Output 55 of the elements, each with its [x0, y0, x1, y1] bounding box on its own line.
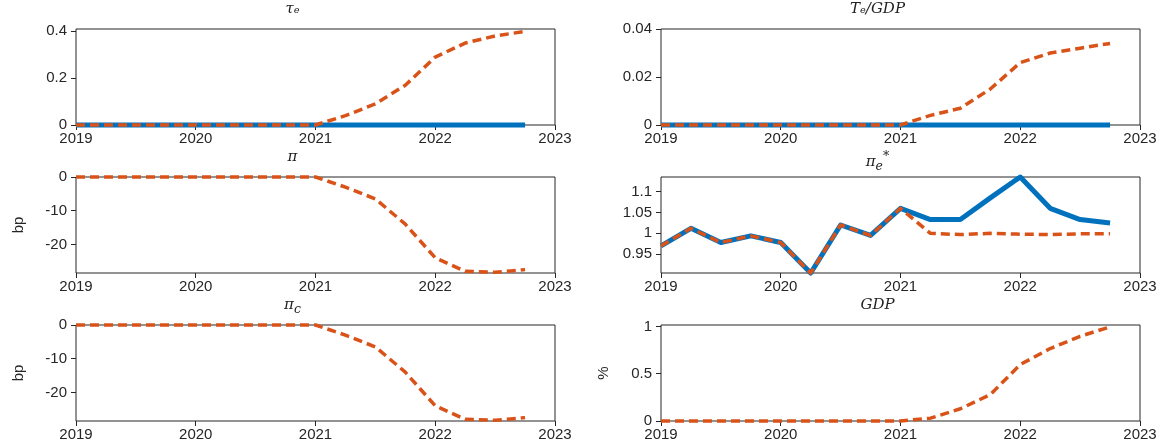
y-axis-title: bp [9, 216, 27, 234]
x-tick-label: 2020 [764, 129, 798, 147]
y-tick-label: 1.05 [622, 202, 652, 220]
line-series [659, 41, 1112, 127]
line-series [74, 175, 527, 275]
x-tick-label: 2023 [538, 425, 572, 443]
y-tick-label: 0.5 [631, 364, 652, 382]
y-tick-label: -20 [45, 382, 67, 400]
y-tick-label: -20 [45, 234, 67, 252]
x-tick-label: 2021 [883, 277, 918, 295]
y-axis-title: bp [9, 364, 27, 382]
x-tick-label: 2022 [418, 277, 452, 295]
x-tick-label: 2019 [644, 277, 678, 295]
chart-title: τₑ [284, 0, 301, 17]
x-tick-label: 2020 [764, 277, 798, 295]
y-tick-label: 1.1 [631, 181, 652, 199]
y-axis-title: % [594, 366, 612, 380]
y-tick-label: -10 [45, 200, 67, 218]
x-tick-label: 2019 [59, 277, 93, 295]
y-tick-label: 0.2 [46, 68, 67, 86]
y-tick-label: 1 [643, 223, 652, 241]
x-tick-label: 2022 [418, 425, 452, 443]
x-tick-label: 2023 [1123, 425, 1157, 443]
y-tick-label: 0.4 [46, 21, 67, 39]
line-series [74, 323, 527, 423]
x-tick-label: 2021 [883, 129, 918, 147]
chart-title: π [286, 147, 299, 165]
chart-title: GDP [859, 295, 896, 313]
x-tick-label: 2020 [179, 425, 213, 443]
y-tick-label: 0.04 [622, 19, 652, 37]
x-tick-label: 2020 [764, 425, 798, 443]
x-tick-label: 2022 [1003, 425, 1037, 443]
y-tick-label: 0 [58, 167, 67, 185]
x-tick-label: 2020 [179, 129, 213, 147]
x-tick-label: 2022 [418, 129, 452, 147]
x-tick-label: 2023 [538, 277, 572, 295]
chart-title: π$_{c}$ [283, 295, 302, 316]
x-tick-label: 2023 [1123, 129, 1157, 147]
x-tick-label: 2022 [1003, 129, 1037, 147]
x-tick-label: 2021 [883, 425, 918, 443]
y-tick-label: -10 [45, 348, 67, 366]
y-tick-label: 0 [58, 315, 67, 333]
x-tick-label: 2021 [298, 129, 333, 147]
x-tick-label: 2021 [298, 425, 333, 443]
y-tick-label: 1 [643, 317, 652, 335]
x-tick-label: 2023 [1123, 277, 1157, 295]
x-tick-label: 2023 [538, 129, 572, 147]
x-tick-label: 2020 [179, 277, 213, 295]
x-tick-label: 2019 [59, 425, 93, 443]
x-tick-label: 2021 [298, 277, 333, 295]
y-tick-label: 0.95 [622, 244, 652, 262]
y-tick-label: 0.02 [622, 67, 652, 85]
x-tick-label: 2022 [1003, 277, 1037, 295]
line-series [659, 206, 1112, 275]
chart-title: Tₑ/GDP [849, 0, 906, 17]
